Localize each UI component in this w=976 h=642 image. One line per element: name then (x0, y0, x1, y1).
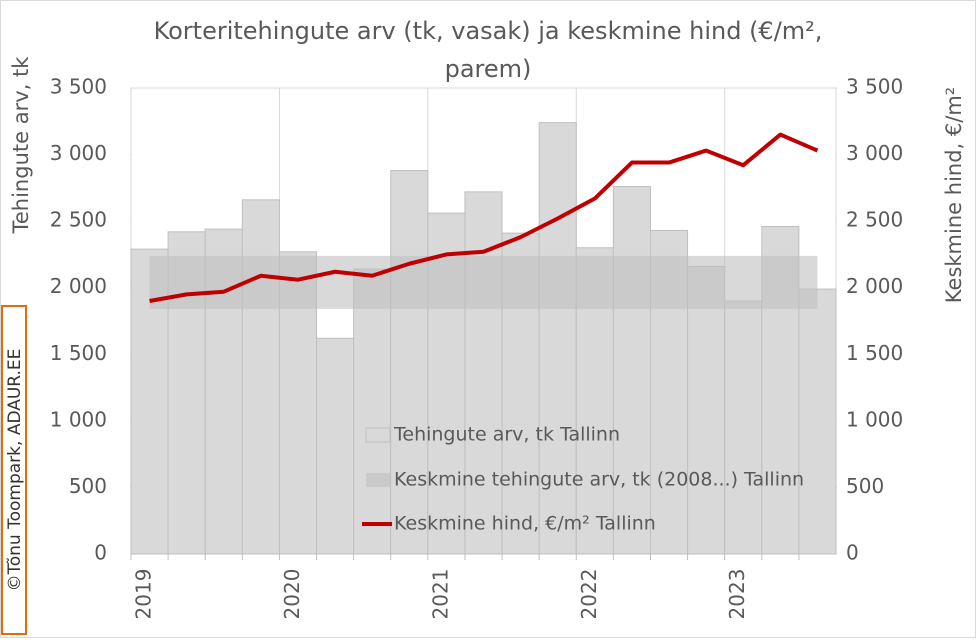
x-tick-label: 2022 (577, 569, 601, 620)
y-tick-label: 3 000 (50, 141, 107, 165)
price-line (149, 132, 819, 303)
legend-swatch (366, 473, 390, 487)
y-tick-label: 500 (69, 474, 107, 498)
y-tick-label: 1 000 (50, 407, 107, 431)
title-line: Korteritehingute arv (tk, vasak) ja kesk… (154, 17, 823, 45)
bar (353, 268, 392, 555)
y-axis-label: Tehingute arv, tk (9, 56, 33, 235)
y2-tick-label: 1 500 (846, 341, 903, 365)
y2-tick-label: 1 000 (846, 407, 903, 431)
legend-label: Tehingute arv, tk Tallinn (393, 424, 620, 446)
title-line: parem) (445, 55, 532, 83)
y-tick-label: 1 500 (50, 341, 107, 365)
bar (241, 199, 280, 555)
legend-label: Keskmine tehingute arv, tk (2008...) Tal… (394, 469, 804, 491)
bar (798, 288, 837, 555)
watermark: ©Tõnu Toompark, ADAUR.EE (5, 349, 25, 592)
legend-label: Keskmine hind, €/m² Tallinn (394, 513, 656, 535)
y2-tick-label: 3 500 (846, 75, 903, 99)
y-tick-label: 3 500 (50, 75, 107, 99)
x-tick-label: 2019 (132, 569, 156, 620)
y-tick-label: 0 (94, 541, 107, 565)
y2-tick-label: 2 000 (846, 274, 903, 298)
bar (612, 186, 651, 555)
x-tick-label: 2023 (725, 569, 749, 620)
chart-title: Korteritehingute arv (tk, vasak) ja kesk… (154, 17, 823, 83)
y2-tick-label: 0 (846, 541, 859, 565)
legend-swatch (365, 427, 391, 443)
y2-tick-label: 500 (846, 474, 884, 498)
y2-tick-label: 3 000 (846, 141, 903, 165)
bar (316, 337, 355, 555)
y-tick-label: 2 000 (50, 274, 107, 298)
y2-axis-label: Keskmine hind, €/m² (942, 87, 966, 303)
x-tick-label: 2020 (280, 569, 304, 620)
y2-tick-label: 2 500 (846, 208, 903, 232)
bar (390, 170, 429, 555)
y-tick-label: 2 500 (50, 208, 107, 232)
bar (687, 265, 726, 555)
x-tick-label: 2021 (428, 569, 452, 620)
watermark-box (1, 305, 27, 635)
bar (724, 300, 763, 555)
